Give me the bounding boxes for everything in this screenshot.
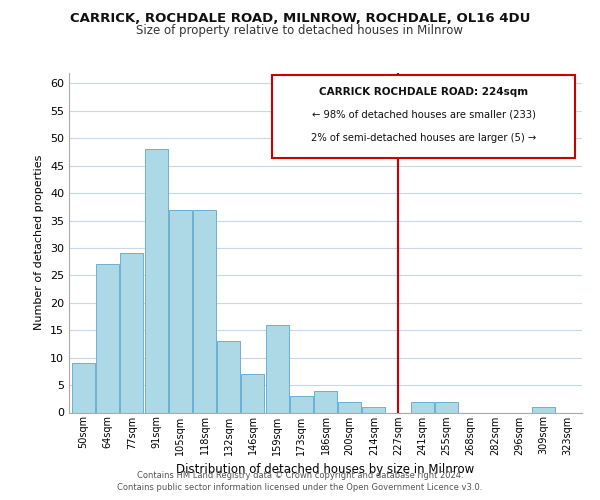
Bar [72, 363, 95, 412]
Bar [314, 390, 337, 412]
Bar [435, 402, 458, 412]
Bar [532, 407, 555, 412]
Bar [266, 325, 289, 412]
X-axis label: Distribution of detached houses by size in Milnrow: Distribution of detached houses by size … [176, 463, 475, 476]
Text: Contains public sector information licensed under the Open Government Licence v3: Contains public sector information licen… [118, 483, 482, 492]
Text: ← 98% of detached houses are smaller (233): ← 98% of detached houses are smaller (23… [311, 110, 535, 120]
Bar [193, 210, 216, 412]
Text: CARRICK ROCHDALE ROAD: 224sqm: CARRICK ROCHDALE ROAD: 224sqm [319, 86, 528, 97]
Bar [121, 254, 143, 412]
Text: Contains HM Land Registry data © Crown copyright and database right 2024.: Contains HM Land Registry data © Crown c… [137, 472, 463, 480]
Bar [217, 341, 240, 412]
Bar [169, 210, 192, 412]
Text: 2% of semi-detached houses are larger (5) →: 2% of semi-detached houses are larger (5… [311, 133, 536, 143]
Y-axis label: Number of detached properties: Number of detached properties [34, 155, 44, 330]
Bar [290, 396, 313, 412]
Text: Size of property relative to detached houses in Milnrow: Size of property relative to detached ho… [137, 24, 464, 37]
Bar [338, 402, 361, 412]
Bar [96, 264, 119, 412]
Text: CARRICK, ROCHDALE ROAD, MILNROW, ROCHDALE, OL16 4DU: CARRICK, ROCHDALE ROAD, MILNROW, ROCHDAL… [70, 12, 530, 26]
Bar [145, 150, 167, 412]
Bar [362, 407, 385, 412]
FancyBboxPatch shape [272, 75, 575, 158]
Bar [411, 402, 434, 412]
Bar [241, 374, 265, 412]
